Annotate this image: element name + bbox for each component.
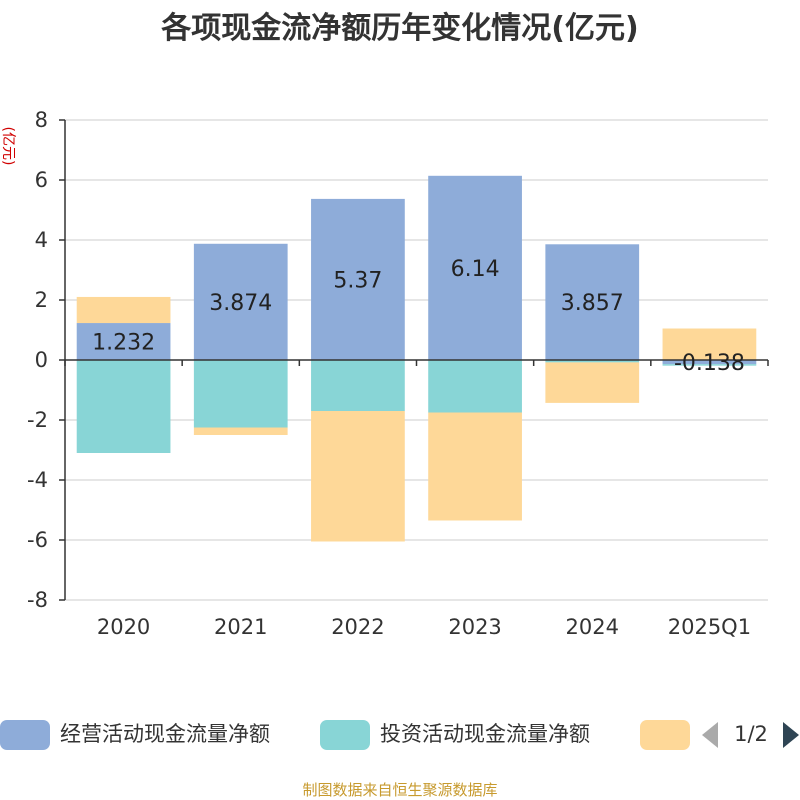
x-tick-label: 2022 [331, 615, 384, 639]
data-label-2022: 5.37 [333, 268, 382, 293]
bar-series1-2023[interactable] [428, 360, 522, 413]
bar-series0-2020[interactable] [76, 323, 171, 360]
bar-series2-2024[interactable] [545, 362, 640, 403]
triangle-right-icon[interactable] [783, 722, 799, 748]
y-tick-label: -6 [27, 528, 48, 552]
bar-series2-2022[interactable] [311, 411, 405, 542]
legend: 经营活动现金流量净额 投资活动现金流量净额 [0, 720, 690, 750]
bar-series1-2024[interactable] [545, 360, 640, 363]
bar-series0-2024[interactable] [545, 244, 640, 360]
data-source: 制图数据来自恒生聚源数据库 [302, 781, 497, 799]
bars [76, 175, 757, 542]
data-label-2024: 3.857 [561, 291, 624, 316]
bar-series0-2023[interactable] [428, 175, 522, 360]
triangle-left-icon[interactable] [702, 722, 718, 748]
x-tick-label: 2023 [448, 615, 501, 639]
y-tick-label: 2 [35, 288, 48, 312]
data-label-2023: 6.14 [451, 257, 500, 282]
bar-series0-2025Q1[interactable] [662, 360, 757, 365]
y-axis-label: (亿元) [0, 127, 16, 166]
data-label-2020: 1.232 [92, 331, 155, 356]
legend-pager: 1/2 [702, 722, 799, 748]
bar-series1-2025Q1[interactable] [662, 364, 757, 366]
data-label-2025Q1: -0.138 [674, 351, 745, 376]
bar-series1-2022[interactable] [311, 360, 405, 411]
bar-series1-2020[interactable] [76, 360, 171, 453]
data-label-2021: 3.874 [209, 291, 272, 316]
y-tick-label: 6 [35, 168, 48, 192]
chart-title: 各项现金流净额历年变化情况(亿元) [160, 11, 638, 46]
x-tick-label: 2021 [214, 615, 267, 639]
y-tick-label: 8 [35, 108, 48, 132]
y-tick-label: 0 [35, 348, 48, 372]
tick-labels: 8 6 4 2 0 -2 -4 -6 -8 2020 2021 2022 2023 2024 2025Q1 [27, 108, 751, 639]
bar-series2-2023[interactable] [428, 412, 522, 521]
legend-page-indicator: 1/2 [734, 722, 768, 746]
bar-series1-2021[interactable] [193, 360, 288, 428]
axes [59, 119, 769, 601]
legend-label-1[interactable]: 投资活动现金流量净额 [380, 722, 590, 746]
data-labels: 1.232 3.874 5.37 6.14 3.857 -0.138 [92, 257, 745, 376]
bar-series0-2022[interactable] [311, 198, 405, 360]
y-tick-label: -8 [27, 588, 48, 612]
y-tick-label: -4 [27, 468, 48, 492]
legend-swatch-0[interactable] [0, 720, 50, 750]
y-tick-label: -2 [27, 408, 48, 432]
y-tick-label: 4 [35, 228, 48, 252]
legend-label-0[interactable]: 经营活动现金流量净额 [60, 722, 270, 746]
x-tick-label: 2024 [566, 615, 619, 639]
bar-series0-2021[interactable] [193, 243, 288, 360]
bar-series2-2025Q1[interactable] [662, 328, 757, 361]
bar-series2-2021[interactable] [193, 427, 288, 436]
bar-series2-2020[interactable] [76, 296, 171, 324]
legend-swatch-1[interactable] [320, 720, 370, 750]
x-tick-label: 2020 [97, 615, 150, 639]
legend-swatch-2[interactable] [640, 720, 690, 750]
x-tick-label: 2025Q1 [668, 615, 751, 639]
